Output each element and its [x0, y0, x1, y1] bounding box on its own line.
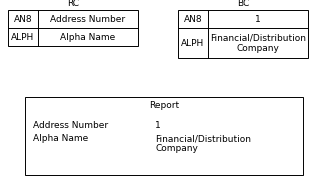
Text: Financial/Distribution
Company: Financial/Distribution Company: [155, 134, 251, 153]
Text: AN8: AN8: [14, 15, 32, 23]
Text: ALPH: ALPH: [181, 39, 205, 48]
Text: Financial/Distribution
Company: Financial/Distribution Company: [210, 33, 306, 53]
Text: ALPH: ALPH: [11, 33, 35, 41]
Text: Address Number: Address Number: [51, 15, 126, 23]
Text: 1: 1: [155, 121, 161, 130]
Bar: [25, 97, 303, 175]
Text: Address Number: Address Number: [33, 121, 108, 130]
Bar: [178, 10, 308, 58]
Text: BC: BC: [237, 0, 249, 8]
Bar: [8, 10, 138, 46]
Text: Report: Report: [149, 102, 179, 110]
Text: RC: RC: [67, 0, 79, 8]
Text: 1: 1: [255, 15, 261, 23]
Text: AN8: AN8: [184, 15, 202, 23]
Text: Alpha Name: Alpha Name: [33, 134, 88, 143]
Text: Alpha Name: Alpha Name: [60, 33, 116, 41]
